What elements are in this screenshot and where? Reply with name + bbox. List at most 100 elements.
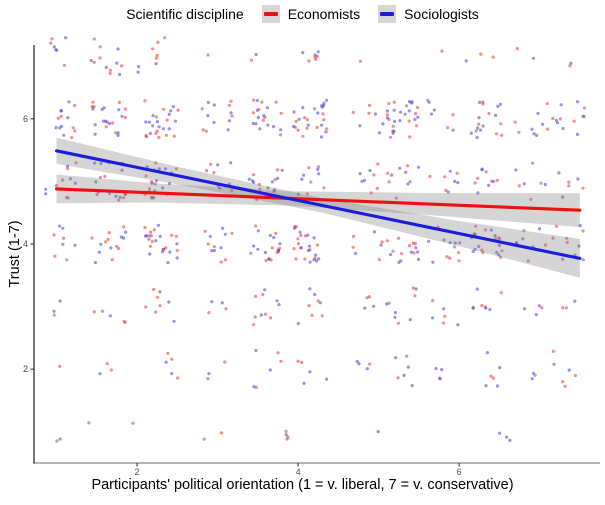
jitter-point-economist	[285, 437, 289, 441]
jitter-point-economist	[546, 127, 550, 131]
jitter-point-economist	[405, 354, 409, 358]
jitter-point-economist	[115, 244, 119, 248]
jitter-point-sociologist	[410, 384, 414, 388]
jitter-point-economist	[358, 59, 362, 63]
jitter-point-sociologist	[429, 112, 434, 116]
legend-item-sociologists: Sociologists	[378, 5, 479, 23]
jitter-point-economist	[551, 236, 555, 240]
jitter-point-economist	[573, 373, 578, 378]
jitter-point-economist	[176, 376, 180, 380]
jitter-point-sociologist	[298, 230, 302, 234]
jitter-point-sociologist	[258, 127, 262, 131]
jitter-point-economist	[551, 116, 555, 121]
jitter-point-economist	[415, 105, 420, 110]
jitter-point-sociologist	[475, 287, 479, 291]
regression-line-economists	[54, 187, 582, 212]
jitter-point-sociologist	[531, 371, 536, 375]
jitter-point-economist	[487, 111, 491, 116]
jitter-point-sociologist	[89, 58, 93, 63]
jitter-point-economist	[251, 323, 256, 327]
jitter-point-economist	[479, 52, 483, 56]
jitter-point-sociologist	[427, 239, 431, 243]
jitter-point-sociologist	[300, 177, 304, 181]
jitter-point-sociologist	[279, 128, 283, 132]
jitter-point-sociologist	[256, 247, 260, 251]
jitter-point-sociologist	[104, 65, 108, 69]
jitter-point-sociologist	[561, 126, 565, 131]
jitter-point-economist	[174, 167, 178, 171]
jitter-point-economist	[387, 301, 391, 305]
jitter-point-sociologist	[313, 292, 317, 297]
jitter-point-economist	[303, 116, 307, 120]
jitter-point-sociologist	[137, 65, 141, 69]
jitter-point-sociologist	[508, 438, 512, 442]
jitter-point-sociologist	[273, 188, 277, 192]
jitter-point-sociologist	[307, 244, 312, 248]
jitter-point-sociologist	[392, 129, 396, 133]
jitter-point-economist	[397, 236, 401, 240]
jitter-point-economist	[299, 233, 303, 238]
jitter-point-economist	[98, 45, 102, 49]
jitter-point-economist	[565, 236, 569, 240]
jitter-point-sociologist	[60, 124, 64, 128]
jitter-point-economist	[451, 113, 455, 117]
jitter-point-economist	[377, 258, 381, 262]
jitter-point-sociologist	[324, 130, 328, 134]
jitter-point-economist	[457, 251, 461, 255]
jitter-point-sociologist	[175, 242, 179, 246]
jitter-point-economist	[367, 103, 371, 108]
jitter-point-sociologist	[480, 167, 484, 171]
jitter-point-sociologist	[252, 385, 256, 389]
jitter-point-sociologist	[476, 191, 480, 195]
jitter-point-sociologist	[268, 368, 272, 372]
jitter-point-economist	[164, 246, 168, 250]
jitter-point-sociologist	[471, 249, 475, 254]
jitter-point-sociologist	[476, 126, 480, 130]
jitter-point-economist	[251, 173, 256, 177]
jitter-point-economist	[59, 114, 63, 118]
jitter-point-sociologist	[485, 351, 489, 355]
jitter-point-economist	[472, 232, 476, 236]
jitter-point-economist	[321, 112, 325, 116]
jitter-point-sociologist	[164, 360, 168, 364]
jitter-point-economist	[400, 252, 404, 256]
jitter-point-economist	[558, 117, 563, 121]
jitter-point-sociologist	[473, 247, 477, 251]
jitter-point-economist	[529, 197, 533, 201]
jitter-point-economist	[414, 124, 419, 128]
jitter-point-sociologist	[379, 243, 383, 247]
jitter-point-sociologist	[157, 125, 161, 129]
jitter-point-economist	[103, 174, 107, 178]
jitter-point-economist	[307, 304, 311, 308]
jitter-point-sociologist	[497, 253, 501, 257]
jitter-point-sociologist	[406, 365, 410, 369]
jitter-point-sociologist	[266, 123, 270, 127]
x-tick-label: 2	[135, 467, 140, 477]
jitter-point-economist	[452, 245, 456, 249]
jitter-point-economist	[476, 176, 480, 180]
jitter-point-economist	[517, 184, 521, 188]
jitter-point-economist	[292, 247, 296, 251]
jitter-point-economist	[212, 245, 216, 249]
jitter-point-economist	[104, 240, 108, 244]
jitter-point-sociologist	[151, 114, 155, 118]
jitter-point-sociologist	[363, 306, 367, 310]
jitter-point-economist	[404, 104, 409, 108]
jitter-point-sociologist	[358, 124, 362, 128]
jitter-point-sociologist	[478, 100, 482, 104]
jitter-point-sociologist	[314, 259, 319, 263]
jitter-point-sociologist	[381, 122, 385, 126]
jitter-point-economist	[551, 349, 556, 353]
jitter-point-economist	[219, 260, 223, 264]
jitter-point-sociologist	[498, 431, 502, 435]
ci-band-sociologists	[56, 137, 580, 278]
jitter-point-economist	[568, 64, 572, 68]
jitter-point-sociologist	[276, 248, 281, 252]
jitter-point-sociologist	[487, 183, 491, 187]
jitter-point-economist	[163, 36, 167, 40]
jitter-point-economist	[261, 118, 265, 122]
jitter-point-sociologist	[414, 287, 418, 291]
jitter-point-sociologist	[522, 182, 526, 186]
jitter-point-economist	[131, 421, 135, 425]
jitter-point-economist	[376, 162, 380, 166]
